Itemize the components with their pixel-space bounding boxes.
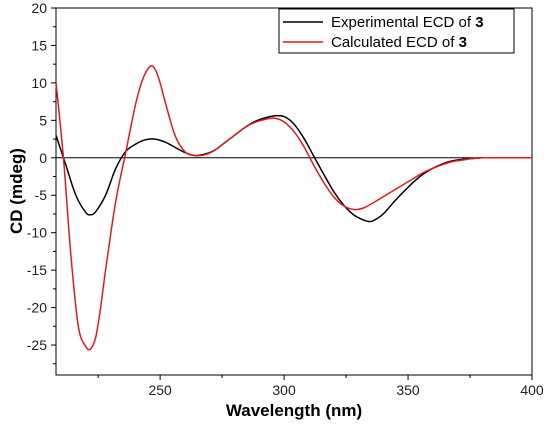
legend-label-calculated-text: Calculated ECD of <box>331 34 459 51</box>
y-tick-label: 15 <box>31 37 47 53</box>
x-axis-title: Wavelength (nm) <box>226 401 362 420</box>
y-tick-label: 0 <box>39 150 47 166</box>
legend: Experimental ECD of 3 Calculated ECD of … <box>278 8 515 54</box>
x-tick-label: 350 <box>396 382 420 398</box>
series-line-experimental <box>55 114 532 223</box>
y-tick-label: -10 <box>27 225 47 241</box>
x-tick-label: 300 <box>272 382 296 398</box>
legend-label-experimental: Experimental ECD of 3 <box>331 14 484 31</box>
x-tick-label: 400 <box>520 382 544 398</box>
x-axis-ticks: 250 300 350 400 <box>97 375 544 398</box>
legend-label-calculated-number: 3 <box>459 34 467 51</box>
y-axis-ticks: 20 15 10 5 0 -5 -10 -15 -20 -25 <box>27 0 56 365</box>
series-layer <box>55 65 532 351</box>
y-tick-label: -5 <box>35 187 48 203</box>
series-line-calculated <box>55 65 532 351</box>
y-tick-label: -20 <box>27 300 47 316</box>
legend-label-experimental-number: 3 <box>475 14 483 31</box>
y-axis-title: CD (mdeg) <box>7 148 26 234</box>
y-tick-label: 5 <box>39 112 47 128</box>
x-tick-label: 250 <box>148 382 172 398</box>
plot-frame <box>55 7 533 376</box>
legend-label-experimental-text: Experimental ECD of <box>331 14 475 31</box>
legend-box <box>278 8 515 54</box>
legend-label-calculated: Calculated ECD of 3 <box>331 34 467 51</box>
y-tick-label: 10 <box>31 75 47 91</box>
y-tick-label: -25 <box>27 337 47 353</box>
y-tick-label: -15 <box>27 262 47 278</box>
y-tick-label: 20 <box>31 0 47 16</box>
